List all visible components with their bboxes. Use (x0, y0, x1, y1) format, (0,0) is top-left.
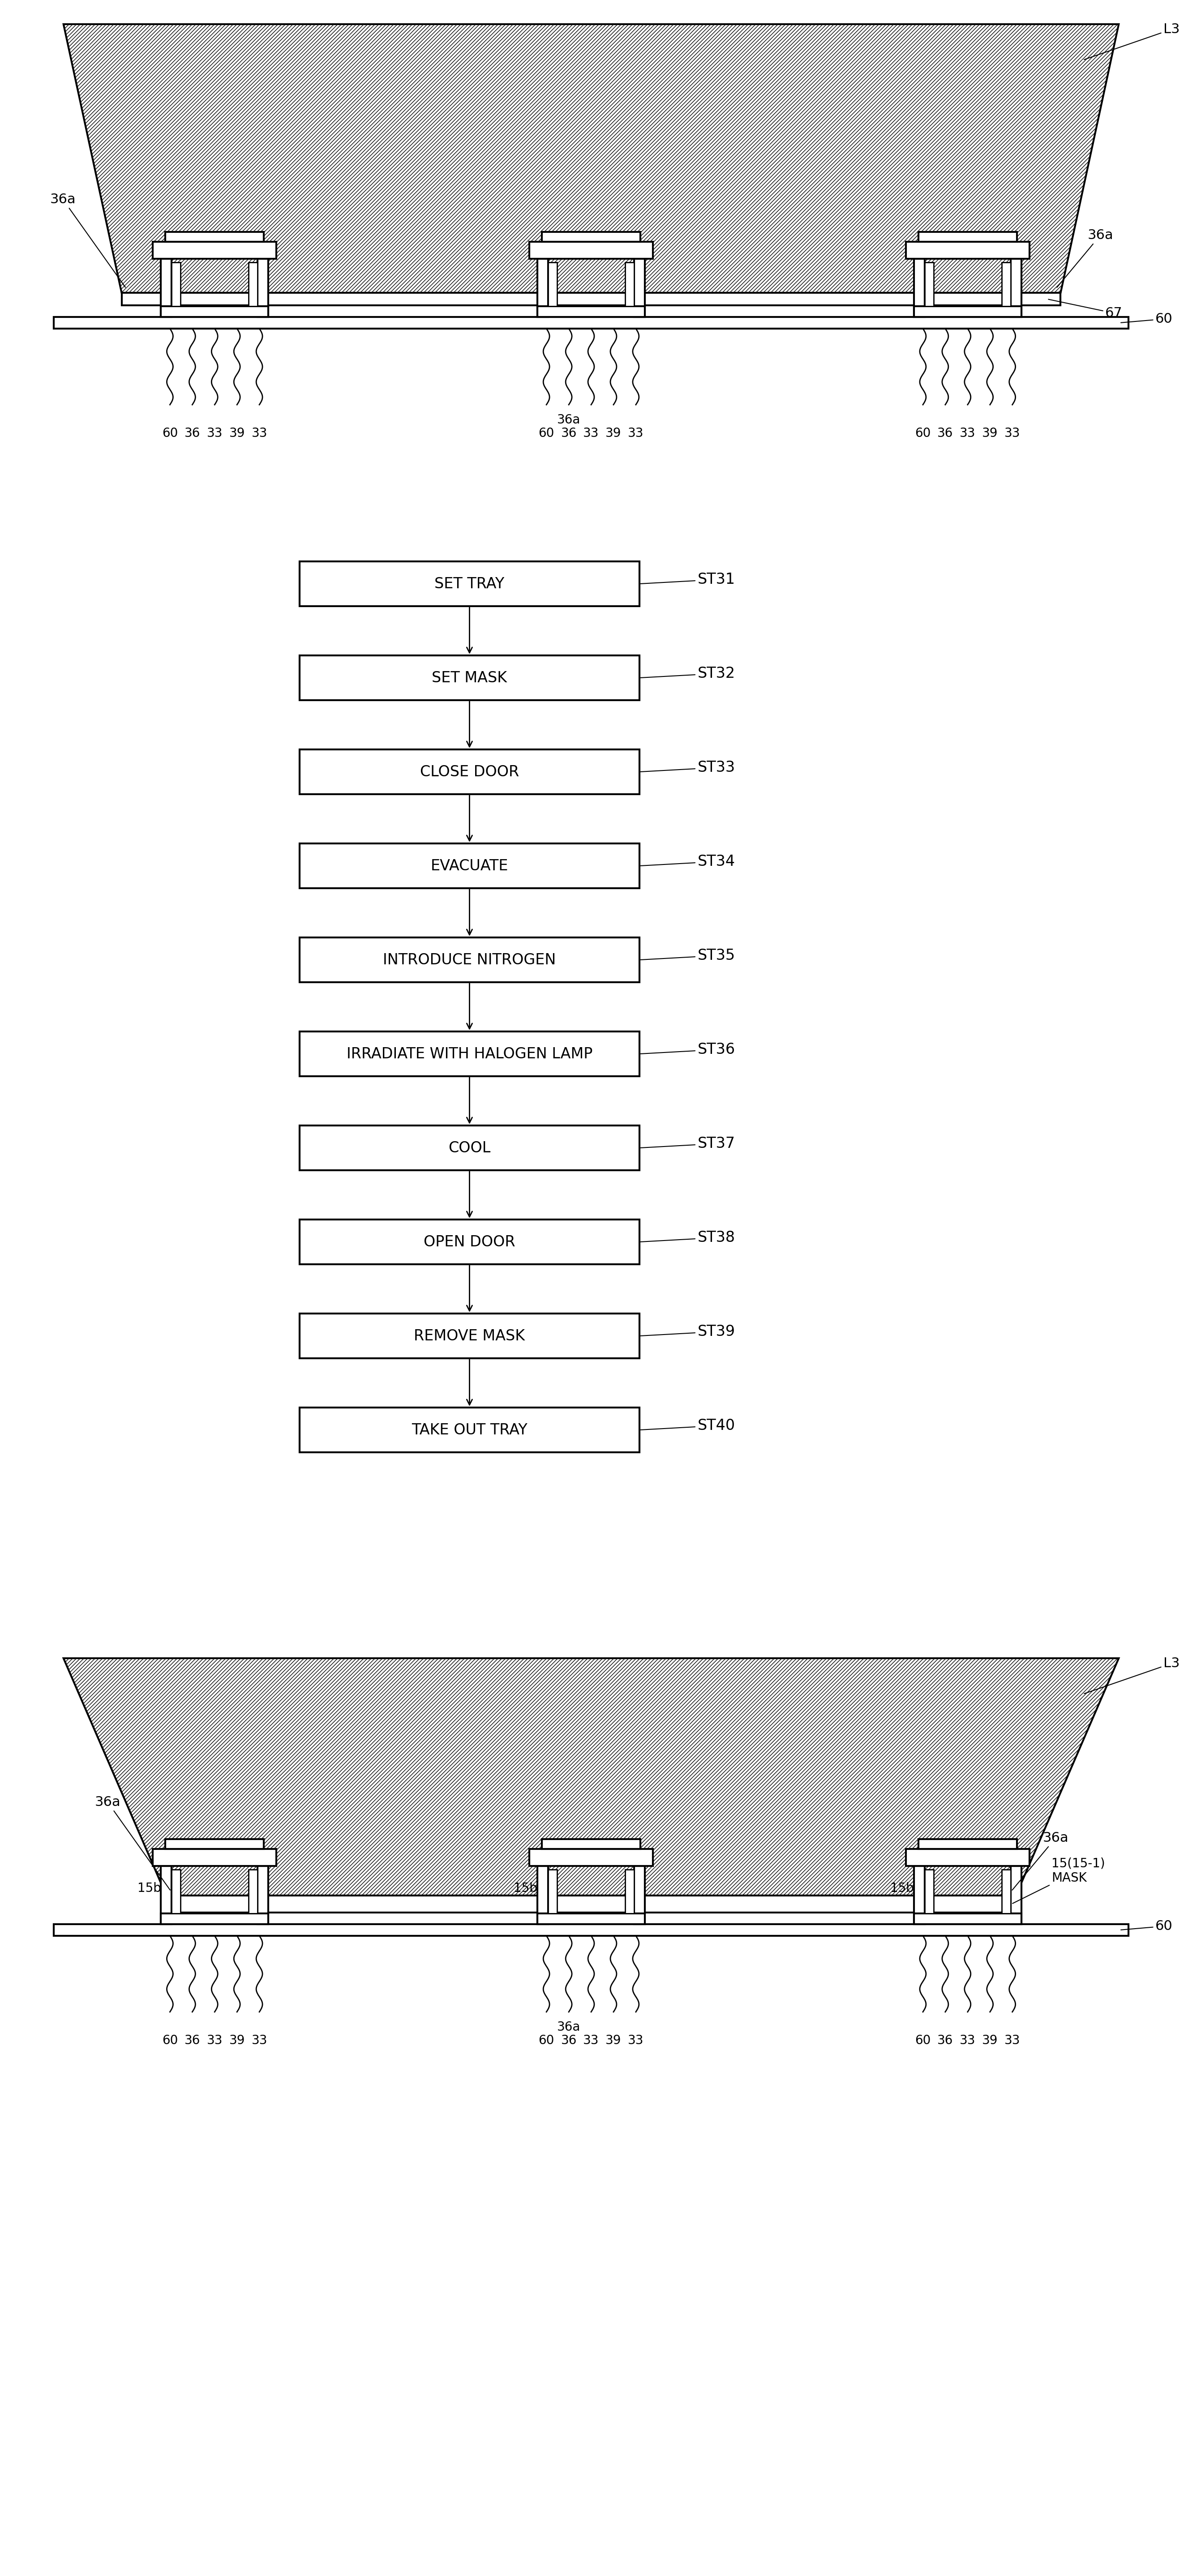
Bar (258, 1865, 269, 1924)
Text: ST37: ST37 (641, 1136, 735, 1151)
Bar (625, 1870, 635, 1914)
Bar (925, 1870, 934, 1914)
Bar (925, 263, 934, 307)
Text: 36: 36 (561, 2035, 577, 2048)
Bar (249, 263, 258, 307)
Bar (300, 1406, 639, 1453)
Bar (161, 1914, 269, 1924)
Text: ST31: ST31 (641, 572, 735, 587)
Text: 33: 33 (960, 2035, 976, 2048)
Text: 33: 33 (1004, 2035, 1021, 2048)
Polygon shape (64, 23, 1119, 294)
Bar (1010, 258, 1022, 317)
Bar (166, 1839, 264, 1850)
Bar (542, 232, 641, 242)
Text: 33: 33 (251, 2035, 268, 2048)
Bar (161, 258, 172, 317)
Bar (548, 1870, 558, 1914)
Text: ST35: ST35 (641, 948, 735, 963)
Bar (914, 258, 925, 317)
Text: CLOSE DOOR: CLOSE DOOR (420, 765, 519, 778)
Bar (538, 258, 548, 317)
Text: 36a: 36a (1057, 229, 1113, 289)
Text: 33: 33 (960, 428, 976, 440)
Polygon shape (64, 1659, 1119, 1896)
Bar (538, 1865, 548, 1924)
Bar (300, 1314, 639, 1358)
Text: 36a: 36a (95, 1795, 170, 1891)
Text: 39: 39 (605, 2035, 622, 2048)
Text: COOL: COOL (449, 1141, 490, 1154)
Text: OPEN DOOR: OPEN DOOR (424, 1234, 515, 1249)
Text: ST33: ST33 (641, 760, 735, 775)
Text: 36: 36 (185, 2035, 200, 2048)
Bar (1010, 1865, 1022, 1924)
Bar (529, 1850, 652, 1865)
Text: IRRADIATE WITH HALOGEN LAMP: IRRADIATE WITH HALOGEN LAMP (347, 1046, 592, 1061)
Text: 39: 39 (982, 2035, 998, 2048)
Bar (538, 307, 645, 317)
Text: 36a: 36a (1012, 1832, 1068, 1891)
Bar (258, 258, 269, 317)
Bar (906, 1850, 1029, 1865)
Bar (172, 1870, 181, 1914)
Bar (153, 242, 276, 258)
Bar (1002, 1870, 1010, 1914)
Bar (172, 263, 181, 307)
Text: REMOVE MASK: REMOVE MASK (414, 1329, 525, 1342)
Text: 60: 60 (915, 428, 931, 440)
Text: 33: 33 (207, 428, 223, 440)
Text: 36a: 36a (556, 2020, 580, 2032)
Text: L3: L3 (1085, 23, 1179, 59)
Text: 36: 36 (938, 2035, 953, 2048)
Text: 60: 60 (539, 428, 554, 440)
Bar (1002, 263, 1010, 307)
Text: SET MASK: SET MASK (432, 670, 507, 685)
Text: 60: 60 (162, 428, 178, 440)
Text: 36: 36 (185, 428, 200, 440)
Text: 33: 33 (207, 2035, 223, 2048)
Text: L3: L3 (1085, 1656, 1179, 1692)
Text: 60: 60 (162, 2035, 178, 2048)
Text: 39: 39 (605, 428, 622, 440)
Bar (300, 562, 639, 605)
Bar (249, 1870, 258, 1914)
Bar (122, 294, 1061, 307)
Text: 33: 33 (628, 428, 644, 440)
Bar (153, 1850, 276, 1865)
Bar (300, 750, 639, 793)
Text: 60: 60 (1121, 1919, 1173, 1932)
Text: 33: 33 (251, 428, 268, 440)
Bar (161, 307, 269, 317)
Text: 39: 39 (229, 2035, 245, 2048)
Text: ST34: ST34 (641, 855, 735, 868)
Bar (906, 242, 1029, 258)
Bar (919, 232, 1017, 242)
Bar (166, 1896, 1016, 1911)
Bar (300, 1126, 639, 1170)
Text: ST39: ST39 (641, 1324, 735, 1340)
Bar (53, 1924, 1128, 1935)
Text: 67: 67 (1048, 299, 1122, 319)
Text: SET TRAY: SET TRAY (435, 577, 504, 590)
Bar (529, 242, 652, 258)
Bar (635, 258, 645, 317)
Text: ST38: ST38 (641, 1231, 735, 1244)
Bar (548, 263, 558, 307)
Text: 15b: 15b (514, 1883, 538, 1893)
Text: 15b: 15b (890, 1883, 914, 1893)
Bar (914, 1914, 1022, 1924)
Bar (625, 263, 635, 307)
Bar (300, 654, 639, 701)
Bar (635, 1865, 645, 1924)
Text: 39: 39 (982, 428, 998, 440)
Text: 33: 33 (584, 2035, 599, 2048)
Bar (300, 1218, 639, 1265)
Text: 60: 60 (1121, 312, 1173, 325)
Text: 33: 33 (628, 2035, 644, 2048)
Text: 15(15-1)
MASK: 15(15-1) MASK (1012, 1857, 1105, 1904)
Bar (166, 232, 264, 242)
Bar (300, 938, 639, 981)
Text: ST32: ST32 (641, 667, 735, 680)
Text: ST36: ST36 (641, 1043, 735, 1056)
